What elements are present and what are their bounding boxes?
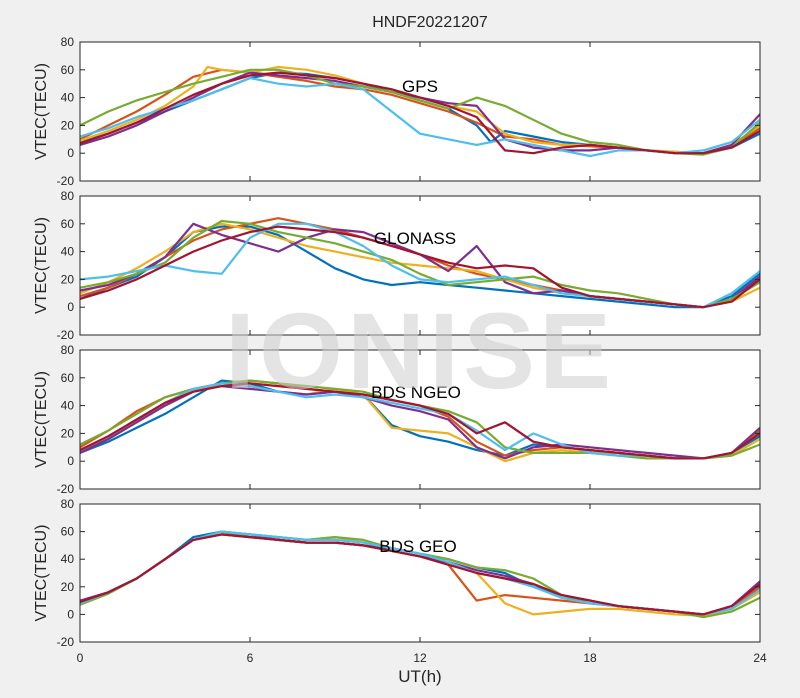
- panel-label: BDS GEO: [379, 537, 456, 556]
- panel-2-series: [80, 217, 760, 309]
- x-tick-label: 0: [77, 651, 84, 665]
- y-tick-label: 80: [61, 497, 75, 511]
- panel-2-series-line-7: [80, 225, 760, 309]
- panel-4-background: [80, 504, 760, 642]
- y-tick-label: 0: [67, 454, 74, 468]
- panel-1: -20 0 20 40 60 80 VTEC(TECU) GPS: [33, 35, 761, 188]
- x-tick-label: 18: [583, 651, 597, 665]
- y-tick-label: 0: [67, 607, 74, 621]
- panel-4-series-line-7: [80, 533, 760, 616]
- y-tick-label: 60: [61, 217, 75, 231]
- y-tick-label: 20: [61, 118, 75, 132]
- panel-3: -20 0 20 40 60 80 VTEC(TECU) BDS NGEO: [33, 343, 761, 496]
- y-tick-label: 80: [61, 343, 75, 357]
- panel-4-series: [80, 530, 760, 619]
- y-tick-label: 40: [61, 552, 75, 566]
- panel-2: -20 0 20 40 60 80 VTEC(TECU) GLONASS: [33, 189, 761, 342]
- panel-2-series-line-5: [80, 219, 760, 309]
- y-tick-label: 20: [61, 426, 75, 440]
- y-tick-label: 80: [61, 189, 75, 203]
- panel-3-series: [80, 379, 760, 463]
- y-tick-label: 40: [61, 245, 75, 259]
- x-axis-label: UT(h): [398, 667, 441, 686]
- chart-title: HNDF20221207: [372, 14, 488, 31]
- y-tick-label: 60: [61, 63, 75, 77]
- panel-1-series: [80, 65, 760, 158]
- y-tick-label: -20: [57, 328, 75, 342]
- y-axis-label: VTEC(TECU): [33, 217, 50, 314]
- y-tick-label: 20: [61, 580, 75, 594]
- panel-label: GLONASS: [374, 229, 456, 248]
- y-tick-label: 40: [61, 399, 75, 413]
- panel-1-background: [80, 42, 760, 181]
- y-axis-label: VTEC(TECU): [33, 63, 50, 160]
- watermark: IONISE: [225, 290, 615, 411]
- panel-label: GPS: [402, 77, 438, 96]
- y-tick-label: -20: [57, 482, 75, 496]
- x-tick-label: 12: [413, 651, 427, 665]
- y-tick-label: 60: [61, 371, 75, 385]
- panel-1-series-line-7: [80, 71, 760, 155]
- y-tick-label: 80: [61, 35, 75, 49]
- y-axis-label: VTEC(TECU): [33, 371, 50, 468]
- y-axis-label: VTEC(TECU): [33, 525, 50, 622]
- panel-label: BDS NGEO: [371, 383, 461, 402]
- y-tick-label: -20: [57, 174, 75, 188]
- x-tick-label: 6: [247, 651, 254, 665]
- x-tick-label: 24: [753, 651, 767, 665]
- y-tick-label: 0: [67, 146, 74, 160]
- y-tick-label: 40: [61, 91, 75, 105]
- y-tick-label: 0: [67, 300, 74, 314]
- panel-3-series-line-7: [80, 382, 760, 460]
- panel-3-background: [80, 350, 760, 489]
- y-tick-label: 20: [61, 272, 75, 286]
- y-tick-label: -20: [57, 635, 75, 649]
- panel-4: -20 0 20 40 60 80 VTEC(TECU) BDS GEO: [33, 497, 761, 649]
- y-tick-label: 60: [61, 525, 75, 539]
